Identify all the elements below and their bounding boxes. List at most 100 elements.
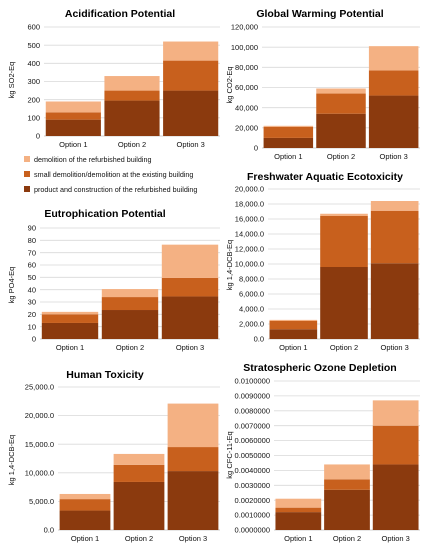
x-tick-label: Option 3: [176, 343, 204, 352]
x-tick-label: Option 1: [71, 534, 99, 543]
legend-label: small demolition/demolition at the exist…: [34, 170, 193, 179]
bar-segment: [269, 329, 318, 339]
chart-title: Stratospheric Ozone Depletion: [243, 362, 396, 374]
bar-segment: [275, 512, 322, 530]
y-tick-label: 10,000.0: [235, 260, 264, 269]
bar-segment: [263, 137, 314, 148]
y-tick-label: 600: [27, 23, 40, 32]
bar-segment: [104, 76, 160, 91]
y-axis-label: kg SO2-Eq: [7, 62, 16, 99]
y-tick-label: 20,000: [235, 123, 258, 132]
bar-segment: [370, 201, 419, 211]
y-tick-label: 18,000.0: [235, 200, 264, 209]
chart-title: Eutrophication Potential: [44, 208, 165, 220]
y-tick-label: 6,000.0: [239, 290, 264, 299]
y-tick-label: 100,000: [231, 43, 258, 52]
chart-title: Human Toxicity: [66, 369, 144, 381]
bar-segment: [368, 70, 419, 96]
y-tick-label: 100: [27, 113, 40, 122]
x-tick-label: Option 2: [333, 534, 361, 543]
x-tick-label: Option 1: [274, 152, 302, 161]
y-tick-label: 60,000: [235, 83, 258, 92]
bar-segment: [320, 213, 368, 216]
x-tick-label: Option 2: [116, 343, 144, 352]
bar-segment: [324, 479, 370, 490]
legend-swatch-small-demolition: [24, 171, 30, 177]
legend-swatch-product: [24, 186, 30, 192]
y-tick-label: 80,000: [235, 63, 258, 72]
bar-segment: [113, 453, 165, 465]
bar-segment: [275, 498, 322, 508]
bar-segment: [370, 210, 419, 264]
bar-segment: [167, 403, 219, 448]
bar-segment: [104, 100, 160, 136]
x-tick-label: Option 3: [379, 152, 407, 161]
y-tick-label: 10,000.0: [25, 468, 54, 477]
y-tick-label: 40: [28, 285, 36, 294]
bar-segment: [101, 289, 159, 298]
bar-segment: [113, 481, 165, 530]
y-axis-label: kg 1,4-DCB-Eq: [225, 240, 234, 290]
bar-segment: [316, 93, 366, 114]
x-tick-label: Option 2: [125, 534, 153, 543]
y-tick-label: 2,000.0: [239, 320, 264, 329]
bar-segment: [316, 113, 366, 148]
bar-segment: [368, 46, 419, 71]
bar-segment: [41, 311, 99, 315]
bar-segment: [269, 321, 318, 330]
bar-segment: [45, 112, 101, 120]
x-tick-label: Option 3: [380, 343, 408, 352]
chart-title: Acidification Potential: [65, 8, 175, 20]
bar-segment: [101, 310, 159, 339]
bar-segment: [324, 489, 370, 530]
bar-segment: [324, 464, 370, 480]
bar-segment: [41, 322, 99, 339]
bar-segment: [163, 41, 219, 61]
bar-segment: [167, 471, 219, 530]
y-tick-label: 16,000.0: [235, 215, 264, 224]
y-tick-label: 0.0090000: [235, 392, 270, 401]
y-tick-label: 4,000.0: [239, 305, 264, 314]
y-tick-label: 12,000.0: [235, 245, 264, 254]
bar-segment: [316, 88, 366, 94]
y-tick-label: 0.0: [254, 335, 264, 344]
bar-segment: [167, 447, 219, 472]
y-tick-label: 14,000.0: [235, 230, 264, 239]
bar-segment: [161, 244, 219, 278]
y-tick-label: 90: [28, 224, 36, 233]
x-tick-label: Option 3: [176, 140, 204, 149]
bar-segment: [41, 314, 99, 323]
y-tick-label: 0: [32, 335, 36, 344]
y-tick-label: 50: [28, 273, 36, 282]
y-tick-label: 8,000.0: [239, 275, 264, 284]
bar-segment: [45, 119, 101, 136]
bar-segment: [320, 267, 368, 339]
y-tick-label: 0.0020000: [235, 496, 270, 505]
bar-segment: [275, 507, 322, 513]
y-tick-label: 120,000: [231, 23, 258, 32]
bar-segment: [372, 400, 419, 426]
bar-segment: [113, 464, 165, 482]
x-tick-label: Option 1: [284, 534, 312, 543]
bar-segment: [269, 319, 318, 321]
x-tick-label: Option 1: [56, 343, 84, 352]
y-tick-label: 0: [36, 132, 40, 141]
bar-segment: [161, 296, 219, 339]
x-tick-label: Option 3: [381, 534, 409, 543]
y-tick-label: 0.0060000: [235, 436, 270, 445]
bar-segment: [372, 425, 419, 465]
y-tick-label: 0.0: [44, 526, 54, 535]
bar-segment: [368, 95, 419, 148]
bar-segment: [59, 493, 111, 500]
x-tick-label: Option 2: [118, 140, 146, 149]
x-tick-label: Option 1: [59, 140, 87, 149]
bar-segment: [372, 464, 419, 530]
y-tick-label: 0.0050000: [235, 451, 270, 460]
y-tick-label: 0.0030000: [235, 481, 270, 490]
chart-title: Freshwater Aquatic Ecotoxicity: [247, 171, 403, 183]
bar-segment: [104, 90, 160, 101]
y-tick-label: 0.0010000: [235, 511, 270, 520]
chart-title: Global Warming Potential: [256, 8, 383, 20]
y-tick-label: 10: [28, 322, 36, 331]
